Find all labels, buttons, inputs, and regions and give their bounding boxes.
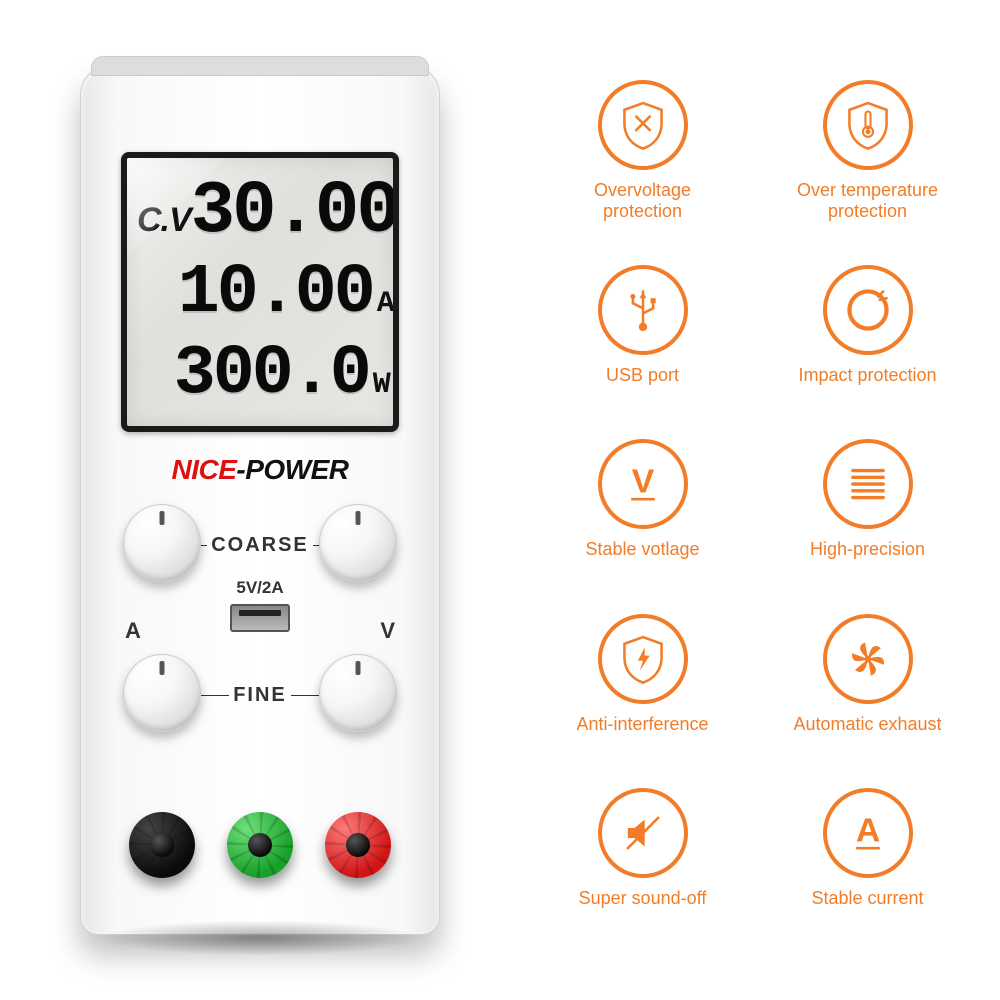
voltage-reading: 30.00 (191, 175, 398, 249)
power-supply-device: C.V 30.00 V C.V 10.00 A C.V 300.0 W NICE… (80, 65, 440, 935)
lines-icon (823, 439, 913, 529)
coarse-voltage-knob[interactable] (319, 504, 397, 582)
feature-label: USB port (606, 365, 679, 387)
feature-item: High-precision (765, 419, 970, 581)
svg-text:A: A (855, 811, 879, 849)
impact-icon (823, 265, 913, 355)
usb-icon (598, 265, 688, 355)
feature-item: Anti-interference (540, 593, 745, 755)
feature-label: Anti-interference (576, 714, 708, 736)
feature-label: Stable votlage (585, 539, 699, 561)
feature-item: Impact protection (765, 244, 970, 406)
v-label: V (380, 618, 395, 644)
a-label: A (125, 618, 141, 644)
a-underline-icon: A (823, 788, 913, 878)
feature-item: Automatic exhaust (765, 593, 970, 755)
feature-label: Impact protection (798, 365, 936, 387)
power-unit: W (373, 370, 391, 400)
shield-therm-icon (823, 80, 913, 170)
usb-port-icon (230, 604, 290, 632)
terminal-green[interactable] (227, 812, 293, 878)
feature-label: Stable current (811, 888, 923, 910)
feature-label: Over temperature protection (778, 180, 958, 223)
feature-item: Overvoltage protection (540, 70, 745, 232)
current-reading: 10.00 (178, 259, 373, 329)
feature-label: Super sound-off (579, 888, 707, 910)
feature-label: Automatic exhaust (793, 714, 941, 736)
lcd-display: C.V 30.00 V C.V 10.00 A C.V 300.0 W (121, 152, 399, 432)
feature-item: USB port (540, 244, 745, 406)
feature-item: V Stable votlage (540, 419, 745, 581)
mute-icon (598, 788, 688, 878)
coarse-current-knob[interactable] (123, 504, 201, 582)
terminal-red[interactable] (325, 812, 391, 878)
power-reading: 300.0 (174, 340, 369, 410)
feature-item: A Stable current (765, 768, 970, 930)
features-grid: Overvoltage protection Over temperature … (520, 0, 1000, 1000)
shield-x-icon (598, 80, 688, 170)
v-underline-icon: V (598, 439, 688, 529)
shield-bolt-icon (598, 614, 688, 704)
output-terminals (81, 812, 439, 878)
terminal-black[interactable] (129, 812, 195, 878)
usb-label: 5V/2A (81, 578, 439, 598)
feature-label: High-precision (810, 539, 925, 561)
fine-voltage-knob[interactable] (319, 654, 397, 732)
fine-current-knob[interactable] (123, 654, 201, 732)
feature-label: Overvoltage protection (553, 180, 733, 223)
fan-icon (823, 614, 913, 704)
feature-item: Over temperature protection (765, 70, 970, 232)
feature-item: Super sound-off (540, 768, 745, 930)
brand-logo: NICE-POWER (81, 454, 439, 486)
cv-label: C.V (137, 203, 191, 237)
svg-text:V: V (631, 463, 654, 501)
current-unit: A (377, 289, 395, 319)
device-area: C.V 30.00 V C.V 10.00 A C.V 300.0 W NICE… (0, 0, 520, 1000)
